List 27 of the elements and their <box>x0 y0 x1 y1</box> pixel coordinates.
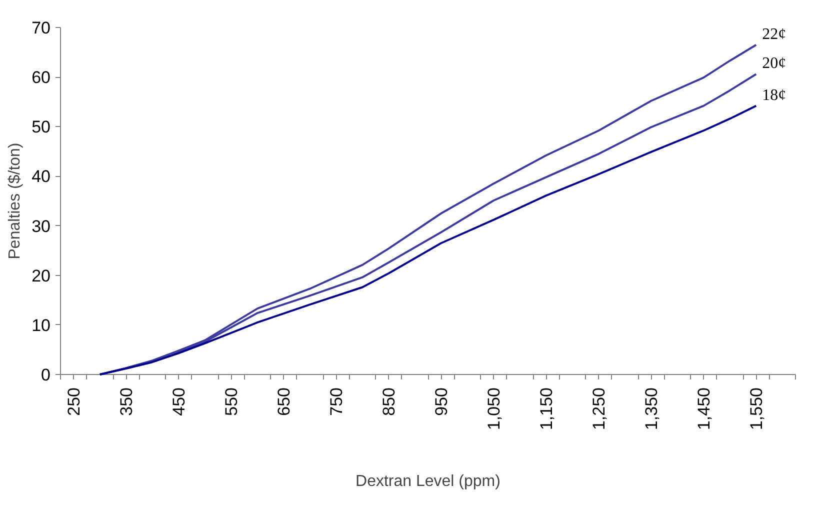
y-tick-label: 40 <box>32 167 51 186</box>
x-tick-label: 550 <box>222 387 242 416</box>
x-tick-label: 750 <box>327 387 346 416</box>
y-tick-label: 10 <box>32 316 51 335</box>
x-tick-label: 1,150 <box>537 387 556 430</box>
x-tick-label: 1,550 <box>747 387 766 430</box>
series-label: 20¢ <box>762 55 786 72</box>
series-label: 22¢ <box>762 26 786 43</box>
y-tick-label: 50 <box>32 118 51 137</box>
series-label: 18¢ <box>762 86 786 104</box>
x-tick-label: 850 <box>380 387 399 416</box>
x-tick-label: 650 <box>274 387 294 416</box>
y-axis-title: Penalties ($/ton) <box>6 142 24 260</box>
x-tick-label: 350 <box>117 387 136 416</box>
x-axis-title: Dextran Level (ppm) <box>356 473 500 490</box>
x-tick-label: 1,050 <box>484 387 504 430</box>
y-tick-label: 60 <box>32 68 51 88</box>
x-tick-label: 950 <box>432 387 452 416</box>
y-tick-label: 20 <box>32 266 51 286</box>
y-tick-label: 70 <box>32 18 51 38</box>
y-tick-label: 0 <box>41 366 51 384</box>
x-tick-label: 1,450 <box>694 387 714 430</box>
x-tick-label: 450 <box>170 387 189 416</box>
x-tick-label: 1,250 <box>590 387 609 430</box>
y-tick-label: 30 <box>32 216 51 236</box>
x-tick-label: 250 <box>64 387 84 416</box>
x-tick-label: 1,350 <box>642 387 662 430</box>
